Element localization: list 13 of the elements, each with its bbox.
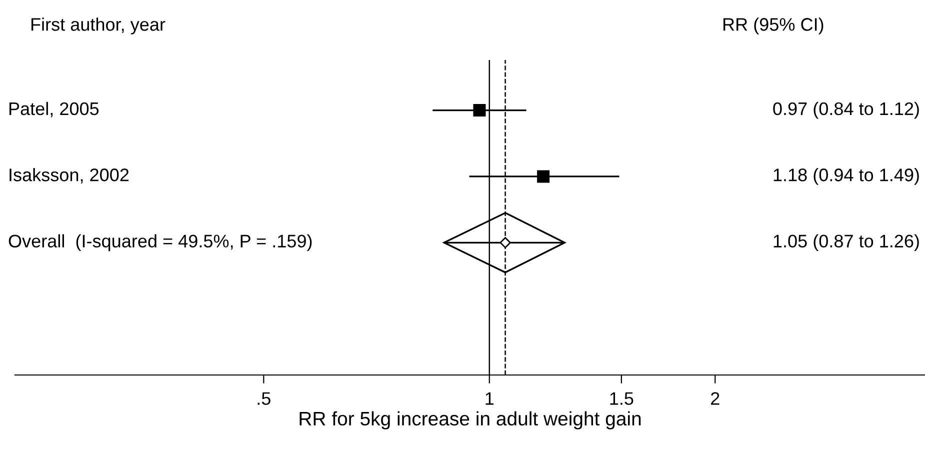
x-axis-title: RR for 5kg increase in adult weight gain bbox=[300, 411, 641, 430]
x-tick-label: 1 bbox=[486, 392, 494, 405]
text: 1.05 (0.87 to 1.26) bbox=[774, 234, 919, 252]
y-tick-label: Isaksson, 2002 bbox=[10, 168, 129, 184]
text: 1.18 (0.94 to 1.49) bbox=[774, 168, 919, 185]
x-tick-label: 1.5 bbox=[610, 392, 634, 405]
y-tick-label: Overall (I-squared = 49.5%, P = .159) bbox=[8, 234, 312, 252]
text: RR (95% CI) bbox=[723, 18, 824, 34]
text: 0.97 (0.84 to 1.12) bbox=[773, 102, 919, 119]
x-tick-label: 2 bbox=[711, 392, 720, 405]
x-tick-label: .5 bbox=[258, 392, 270, 405]
y-tick-label: Patel, 2005 bbox=[9, 102, 99, 118]
text: First author, year bbox=[31, 18, 166, 34]
